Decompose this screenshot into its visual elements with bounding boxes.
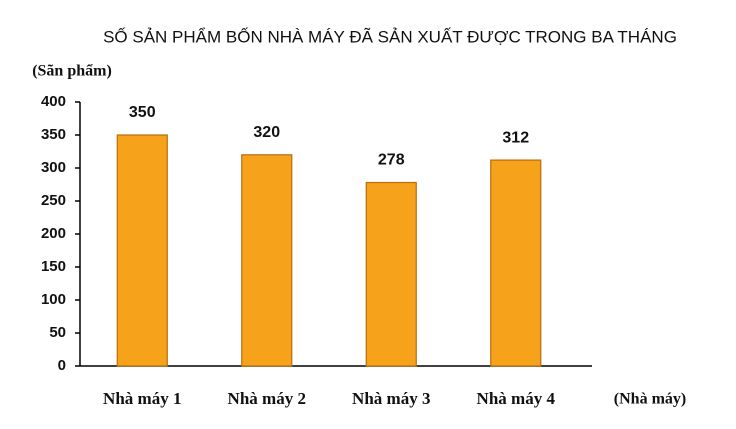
bar (116, 134, 168, 367)
y-tick-label: 350 (41, 126, 66, 143)
chart-title: SỐ SẢN PHẨM BỐN NHÀ MÁY ĐÃ SẢN XUẤT ĐƯỢC… (103, 26, 677, 46)
y-tick-label: 300 (41, 159, 66, 176)
bar (241, 154, 293, 367)
value-label: 320 (253, 124, 280, 141)
y-tick-label: 150 (41, 258, 66, 275)
y-tick-label: 250 (41, 192, 66, 209)
y-axis-label: (Sãn phẩm) (32, 63, 112, 80)
x-axis-label: (Nhà máy) (614, 391, 686, 408)
x-tick-label: Nhà máy 3 (352, 389, 430, 408)
value-label: 278 (378, 152, 405, 169)
bar (490, 159, 542, 367)
x-tick-label: Nhà máy 2 (228, 389, 306, 408)
y-tick-label: 50 (49, 324, 66, 341)
bar (365, 181, 417, 367)
y-tick-label: 200 (41, 225, 66, 242)
x-tick-label: Nhà máy 4 (477, 389, 556, 408)
x-tick-label: Nhà máy 1 (103, 389, 181, 408)
y-tick-label: 100 (41, 291, 66, 308)
y-tick-label: 0 (58, 357, 66, 374)
value-label: 312 (502, 129, 529, 146)
y-tick-label: 400 (41, 93, 66, 110)
value-label: 350 (129, 104, 156, 121)
